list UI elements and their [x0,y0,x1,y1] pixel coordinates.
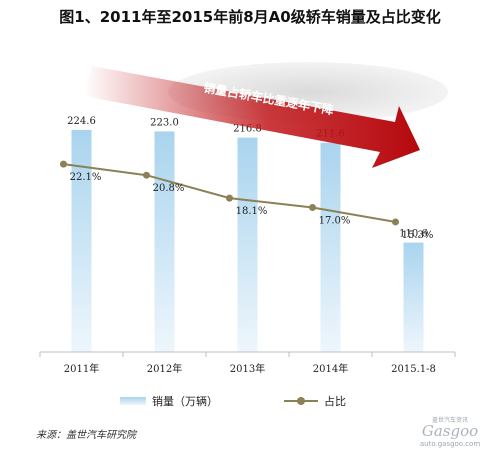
watermark-top: 盖世汽车资讯 [432,416,468,424]
bar-0 [71,129,92,352]
x-tick-label-1: 2012年 [147,362,182,375]
bar-3 [320,142,341,352]
x-tick-label-3: 2014年 [313,362,348,375]
legend: 销量（万辆） 占比 [120,394,346,408]
share-label-0: 22.1% [70,172,102,183]
x-tick-label-2: 2013年 [230,362,265,375]
bar-1 [154,131,175,352]
bar-4 [403,242,424,352]
share-point-1 [143,171,150,179]
legend-bar-swatch [120,397,146,405]
bar-value-label-4: 110.6 [399,229,428,240]
share-point-0 [60,160,67,168]
watermark-brand: Gasgoo [422,422,478,440]
share-label-3: 17.0% [319,216,351,227]
watermark-url: auto.gasgoo.com [420,440,480,448]
source-note: 来源：盖世汽车研究院 [36,430,136,441]
trend-arrow [84,66,420,168]
share-label-2: 18.1% [236,206,268,217]
share-label-1: 20.8% [153,183,185,194]
bar-2 [237,137,258,352]
legend-bar-label: 销量（万辆） [152,394,218,408]
bar-value-label-1: 223.0 [150,117,179,128]
share-label-4: 15.3% [402,230,434,241]
x-axis: 2011年 2012年 2013年 2014年 2015.1-8 [39,351,456,375]
chart-title: 图1、2011年至2015年前8月A0级轿车销量及占比变化 [59,8,441,26]
legend-line-label: 占比 [324,394,346,408]
trend-annotation: 销量占轿车比重逐年下降 [84,62,448,168]
share-point-2 [226,194,233,202]
bar-value-label-0: 224.6 [67,116,96,127]
share-line-layer: 22.1% 20.8% 18.1% 17.0% 15.3% [60,160,434,241]
share-line [63,163,396,223]
bar-value-label-2: 216.8 [233,124,262,135]
share-point-3 [309,204,316,211]
x-tick-label-0: 2011年 [64,362,99,375]
gasgoo-watermark: 盖世汽车资讯 Gasgoo auto.gasgoo.com [420,416,480,448]
legend-line-marker [297,397,305,405]
share-point-4 [392,218,399,226]
x-tick-label-4: 2015.1-8 [391,364,436,375]
